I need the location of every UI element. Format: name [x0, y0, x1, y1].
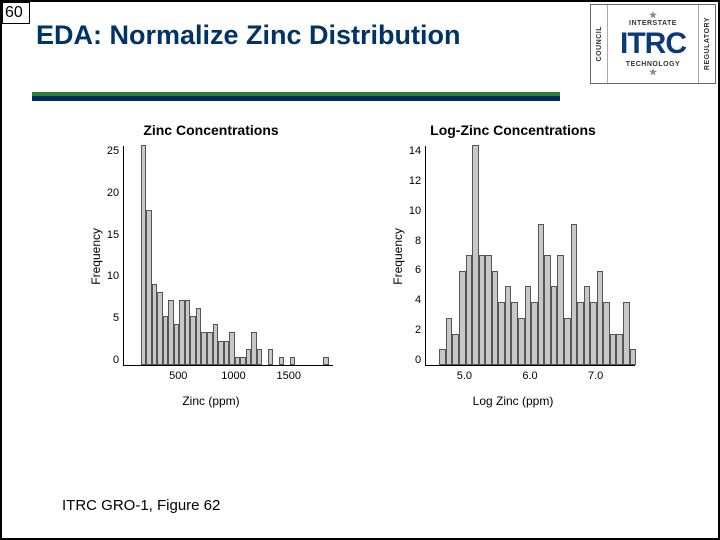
- chart-left-ylabel: Frequency: [89, 228, 103, 285]
- ytick-label: 15: [107, 230, 119, 241]
- chart-right-xaxis: 5.0 6.0 7.0: [425, 370, 635, 384]
- ytick-label: 8: [415, 236, 421, 247]
- slide: 60 EDA: Normalize Zinc Distribution COUN…: [0, 0, 720, 540]
- histogram-bar: [290, 357, 296, 365]
- chart-right-ylabel: Frequency: [391, 228, 405, 285]
- histogram-bar: [257, 349, 263, 365]
- ytick-label: 25: [107, 146, 119, 157]
- chart-left-title: Zinc Concentrations: [143, 122, 278, 138]
- chart-left-plot: [123, 146, 333, 366]
- logo-top-text: INTERSTATE: [629, 20, 677, 27]
- chart-right: Log-Zinc Concentrations Frequency 14 12 10…: [374, 122, 652, 462]
- ytick-label: 10: [409, 206, 421, 217]
- chart-right-xlabel: Log Zinc (ppm): [473, 394, 554, 408]
- star-icon: ★: [649, 11, 657, 20]
- xtick-label: 6.0: [522, 370, 537, 382]
- ytick-label: 0: [113, 355, 119, 366]
- chart-left-yaxis: 25 20 15 10 5 0: [107, 146, 123, 366]
- chart-right-title: Log-Zinc Concentrations: [430, 122, 596, 138]
- histogram-bar: [323, 357, 329, 365]
- chart-right-yaxis: 14 12 10 8 6 4 2 0: [409, 146, 425, 366]
- xtick-label: 5.0: [457, 370, 472, 382]
- logo-left-text: COUNCIL: [596, 26, 603, 61]
- histogram-bar: [630, 349, 637, 365]
- itrc-logo: COUNCIL ★ INTERSTATE ITRC TECHNOLOGY ★ R…: [590, 4, 716, 84]
- logo-right: REGULATORY: [699, 5, 715, 83]
- logo-left: COUNCIL: [591, 5, 607, 83]
- logo-main-text: ITRC: [620, 27, 686, 61]
- ytick-label: 20: [107, 188, 119, 199]
- slide-number: 60: [2, 2, 30, 24]
- logo-center: ★ INTERSTATE ITRC TECHNOLOGY ★: [607, 5, 699, 83]
- chart-right-plot: [425, 146, 635, 366]
- ytick-label: 10: [107, 271, 119, 282]
- ytick-label: 0: [415, 355, 421, 366]
- ytick-label: 6: [415, 265, 421, 276]
- ytick-label: 12: [409, 176, 421, 187]
- xtick-label: 500: [169, 370, 187, 382]
- histogram-bar: [279, 357, 285, 365]
- ytick-label: 4: [415, 295, 421, 306]
- divider-navy: [32, 96, 560, 101]
- star-icon: ★: [649, 68, 657, 77]
- page-title: EDA: Normalize Zinc Distribution: [36, 20, 568, 51]
- logo-right-text: REGULATORY: [704, 17, 711, 70]
- ytick-label: 2: [415, 325, 421, 336]
- ytick-label: 5: [113, 313, 119, 324]
- xtick-label: 1500: [277, 370, 301, 382]
- chart-left: Zinc Concentrations Frequency 2520151050…: [72, 122, 350, 462]
- figure-caption: ITRC GRO-1, Figure 62: [62, 497, 220, 514]
- xtick-label: 7.0: [588, 370, 603, 382]
- ytick-label: 14: [409, 146, 421, 157]
- xtick-label: 1000: [221, 370, 245, 382]
- chart-left-xlabel: Zinc (ppm): [182, 394, 239, 408]
- histogram-bar: [268, 349, 274, 365]
- chart-left-xaxis: 500 1000 1500: [123, 370, 333, 384]
- chart-row: Zinc Concentrations Frequency 2520151050…: [72, 122, 652, 462]
